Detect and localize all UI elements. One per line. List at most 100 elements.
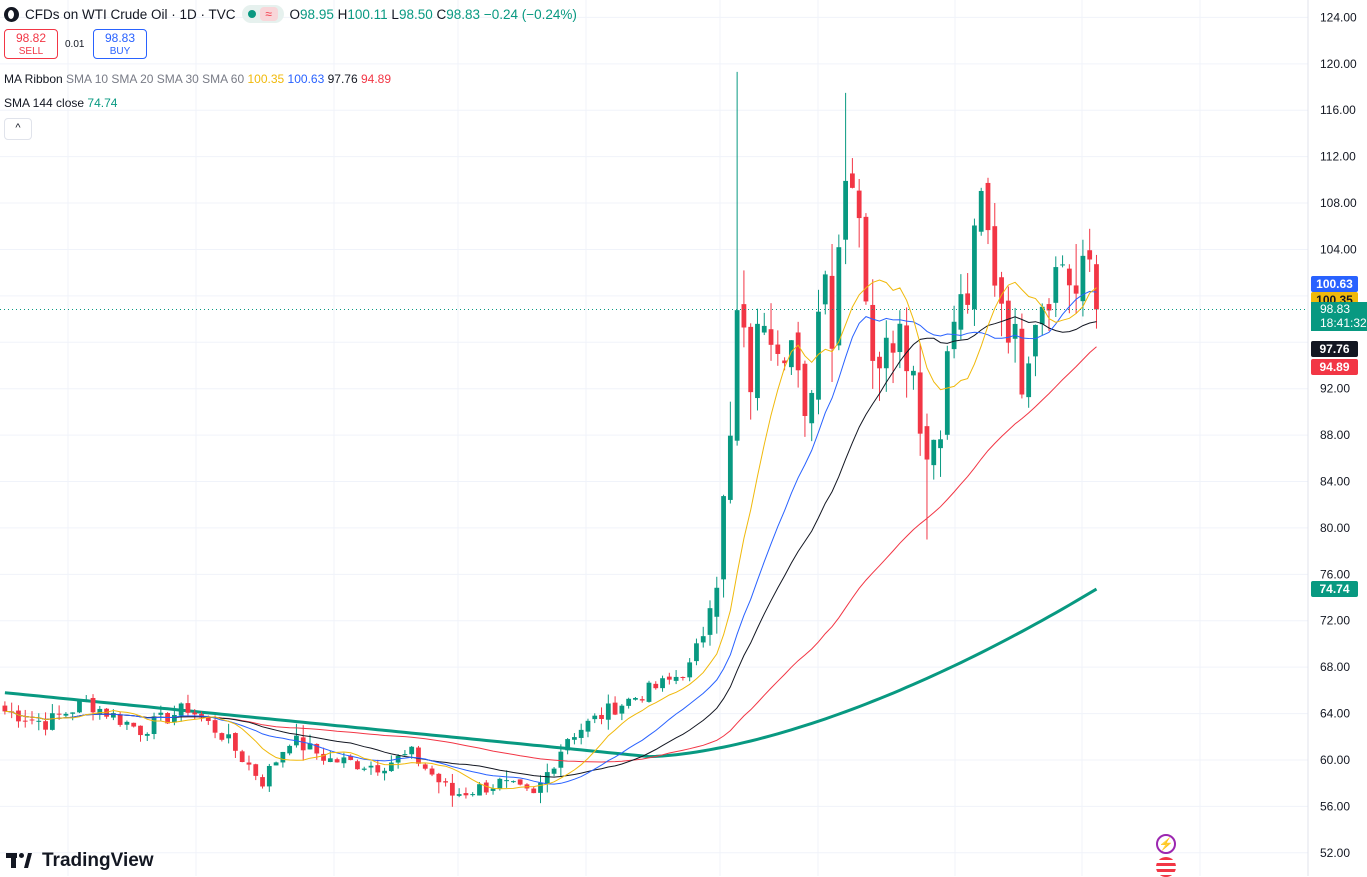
change-value: −0.24 (−0.24%) [483,6,577,22]
candle-body [856,190,862,219]
candle-body [483,782,489,793]
candle-body [368,765,374,768]
symbol-logo-icon [4,6,19,22]
ma-price-label: 74.74 [1311,580,1358,597]
candle-body [70,712,76,714]
candle-body [16,710,21,722]
candle-body [639,699,645,701]
market-status-pill[interactable]: ≈ [241,5,284,23]
candle-body [599,714,604,720]
candle-body [36,720,42,722]
candle-body [877,356,882,369]
candle-body [266,765,272,787]
candle-body [551,768,557,774]
price-tick-label: 68.00 [1320,660,1350,674]
sma144-value: 74.74 [87,96,118,110]
candle-body [558,751,564,768]
candle-body [192,712,198,715]
candle-body [388,762,394,772]
candle-body [416,747,421,764]
candle-body [741,304,747,328]
candle-body [890,343,896,353]
candle-body [321,753,326,761]
candle-body [897,323,903,353]
candle-body [280,751,286,763]
candle-body [165,713,170,724]
last-price-label: 98.83 18:41:32 [1311,302,1367,332]
candle-body [348,755,354,760]
price-tick-label: 56.00 [1320,799,1350,813]
candle-body [43,721,48,730]
price-tick-label: 80.00 [1320,521,1350,535]
candle-body [63,713,69,716]
candle-body [768,329,774,345]
price-tick-label: 124.00 [1320,10,1357,24]
candle-body [626,698,632,706]
candle-body [375,765,381,773]
candle-body [911,370,916,376]
candle-body [1012,323,1018,339]
candle-body [470,794,476,796]
buy-button[interactable]: 98.83 BUY [93,29,147,59]
candle-body [694,643,699,662]
ma-ribbon-legend[interactable]: MA Ribbon SMA 10 SMA 20 SMA 30 SMA 60 10… [4,72,391,86]
candle-body [544,772,550,784]
candle-body [761,325,767,333]
candle-body [273,762,279,766]
candle-body [382,770,387,774]
candle-body [748,326,754,393]
candle-body [734,310,740,441]
collapse-legend-button[interactable]: ^ [4,118,32,140]
candle-body [443,781,448,783]
candle-body [829,275,835,349]
candle-body [178,703,184,716]
logo-text: TradingView [42,850,154,871]
candle-body [504,780,509,782]
candle-body [1005,300,1011,343]
buy-label: BUY [109,46,131,57]
price-tick-label: 52.00 [1320,846,1350,860]
candle-body [402,754,408,756]
candle-body [219,733,225,740]
candle-body [56,713,62,715]
candle-body [883,337,889,369]
candle-body [517,779,523,785]
candle-body [490,788,496,791]
candle-body [775,344,781,354]
candle-body [395,755,401,763]
candle-body [1073,285,1079,294]
candle-body [422,764,428,769]
symbol-title[interactable]: CFDs on WTI Crude Oil · 1D · TVC [25,6,236,22]
candle-body [951,321,957,350]
ma-price-label: 97.76 [1311,341,1358,357]
tradingview-logo[interactable]: TradingView [6,850,154,872]
candle-body [90,697,96,713]
candle-body [633,697,638,700]
price-tick-label: 104.00 [1320,242,1357,256]
candle-body [334,759,340,763]
candle-body [314,743,320,754]
sma144-legend[interactable]: SMA 144 close 74.74 [4,96,117,110]
candle-body [138,725,143,736]
candle-body [646,682,652,702]
candle-body [117,714,123,725]
sell-button[interactable]: 98.82 SELL [4,29,58,59]
candle-body [327,758,333,763]
candle-body [687,662,693,678]
candle-body [707,608,713,635]
candle-body [429,768,435,775]
candle-body [605,703,611,720]
candle-body [944,351,950,435]
candle-body [1033,324,1038,357]
candle-body [843,180,848,240]
candle-body [1053,267,1059,303]
sma144-name: SMA 144 close [4,96,85,110]
candle-body [409,746,415,755]
lightning-icon[interactable]: ⚡ [1156,834,1176,854]
candle-body [565,739,571,751]
candle-body [850,173,855,188]
candle-body [931,439,937,466]
candle-body [972,225,977,310]
candle-body [104,708,109,717]
